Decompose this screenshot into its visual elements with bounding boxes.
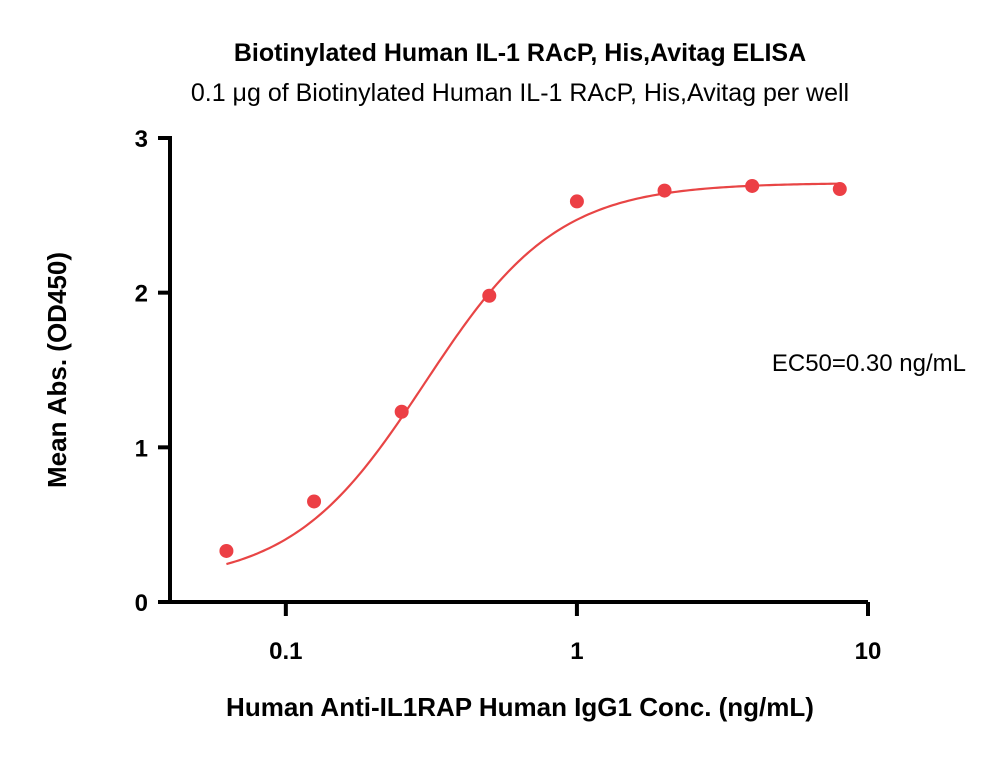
x-ticks: 0.1 1 10 (269, 602, 881, 665)
data-point (569, 194, 584, 209)
y-tick-label: 3 (135, 126, 148, 153)
data-point (219, 543, 234, 558)
chart-title: Biotinylated Human IL-1 RAcP, His,Avitag… (234, 39, 806, 67)
data-point (482, 288, 497, 303)
data-point (307, 494, 322, 509)
data-point (394, 404, 409, 419)
fit-curve (226, 182, 840, 566)
y-ticks: 0 1 2 3 (135, 126, 170, 617)
data-point (657, 183, 672, 198)
ec50-annotation: EC50=0.30 ng/mL (772, 350, 966, 377)
y-tick-label: 0 (135, 590, 148, 617)
x-axis-label: Human Anti-IL1RAP Human IgG1 Conc. (ng/m… (226, 692, 814, 722)
chart-subtitle: 0.1 μg of Biotinylated Human IL-1 RAcP, … (191, 79, 849, 107)
data-point (745, 178, 760, 193)
x-tick-label: 0.1 (269, 638, 302, 665)
y-tick-label: 1 (135, 435, 148, 462)
y-tick-label: 2 (135, 281, 148, 308)
axes (168, 136, 868, 604)
y-axis-label: Mean Abs. (OD450) (42, 252, 72, 488)
data-points (219, 178, 847, 558)
x-tick-label: 1 (570, 638, 583, 665)
x-tick-label: 10 (855, 638, 882, 665)
data-point (832, 182, 847, 197)
